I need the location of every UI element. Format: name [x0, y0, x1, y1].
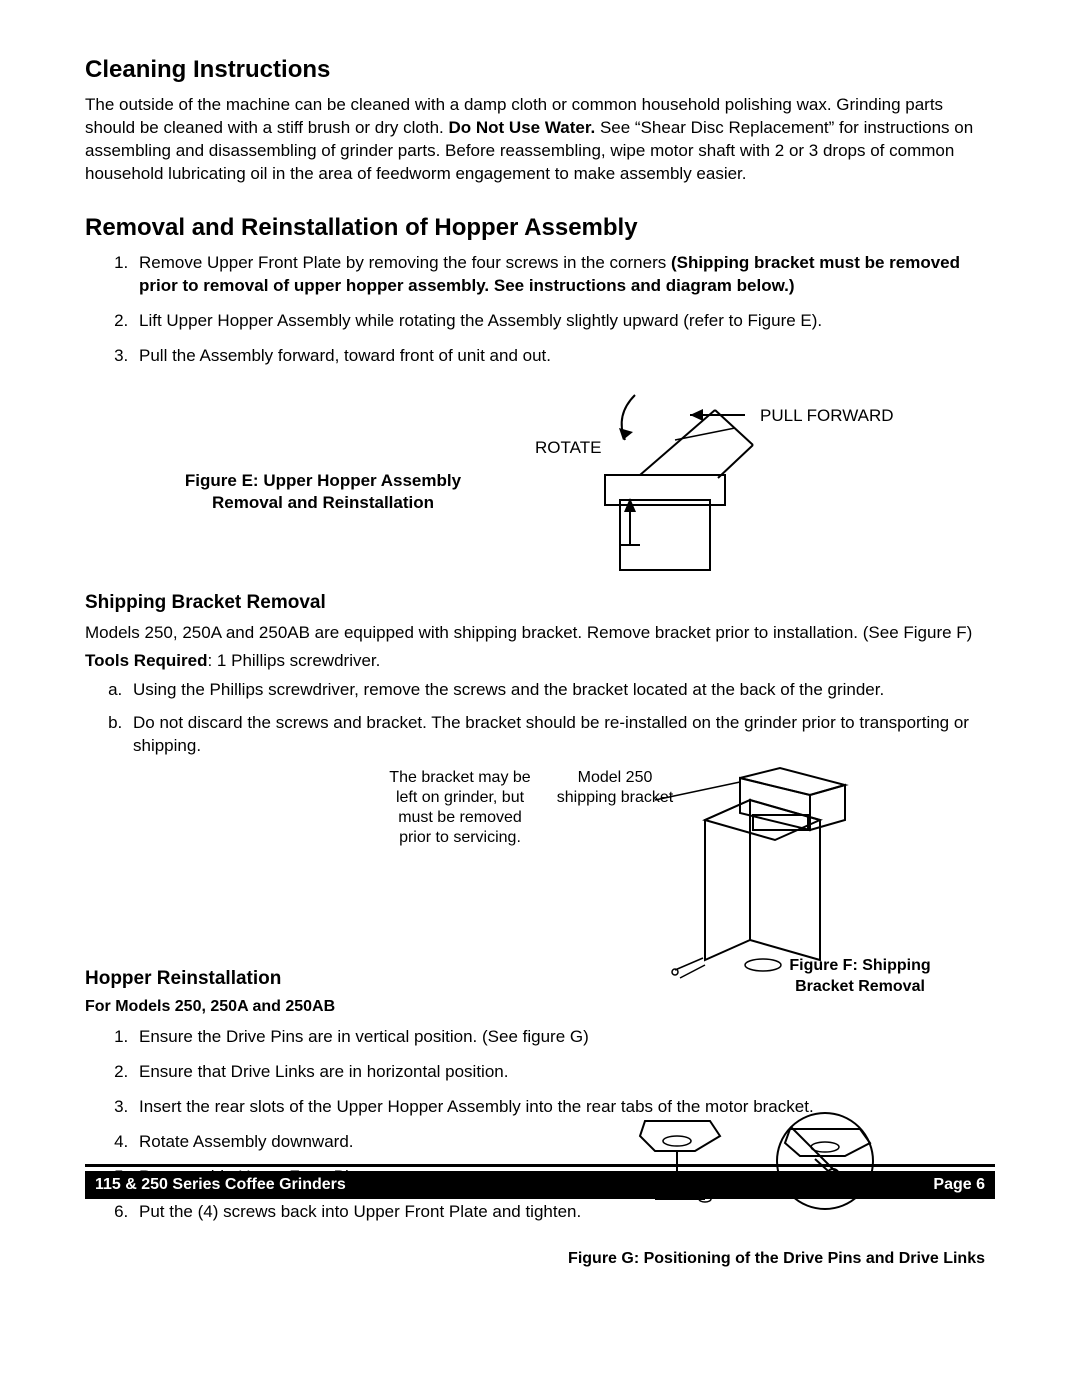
removal-heading: Removal and Reinstallation of Hopper Ass…: [85, 214, 995, 242]
pull-forward-label: PULL FORWARD: [760, 406, 894, 425]
reinstall-step: Ensure the Drive Pins are in vertical po…: [133, 1026, 995, 1049]
cleaning-body: The outside of the machine can be cleane…: [85, 94, 995, 186]
figure-g-caption: Figure G: Positioning of the Drive Pins …: [85, 1250, 995, 1268]
removal-step: Lift Upper Hopper Assembly while rotatin…: [133, 310, 995, 333]
rotate-label: ROTATE: [535, 438, 601, 457]
reinstall-step: Ensure that Drive Links are in horizonta…: [133, 1061, 995, 1084]
footer-left: 115 & 250 Series Coffee Grinders: [95, 1176, 346, 1194]
figure-e: Figure E: Upper Hopper Assembly Removal …: [85, 380, 995, 580]
figure-e-diagram: ROTATE PULL FORWARD: [515, 380, 925, 580]
shipping-intro: Models 250, 250A and 250AB are equipped …: [85, 622, 995, 645]
removal-step: Remove Upper Front Plate by removing the…: [133, 252, 995, 298]
footer-right: Page 6: [933, 1176, 985, 1194]
bracket-note: The bracket may be left on grinder, but …: [375, 768, 545, 848]
figure-f: The bracket may be left on grinder, but …: [85, 768, 995, 998]
page-footer: 115 & 250 Series Coffee Grinders Page 6: [85, 1164, 995, 1199]
shipping-tools: Tools Required: 1 Phillips screwdriver.: [85, 650, 995, 673]
removal-step: Pull the Assembly forward, toward front …: [133, 345, 995, 368]
reinstall-subhead: For Models 250, 250A and 250AB: [85, 998, 995, 1016]
shipping-heading: Shipping Bracket Removal: [85, 592, 995, 614]
shipping-steps-list: Using the Phillips screwdriver, remove t…: [85, 679, 995, 758]
cleaning-heading: Cleaning Instructions: [85, 56, 995, 84]
figure-e-caption: Figure E: Upper Hopper Assembly Removal …: [163, 470, 483, 514]
removal-steps-list: Remove Upper Front Plate by removing the…: [85, 252, 995, 368]
shipping-step: Using the Phillips screwdriver, remove t…: [127, 679, 995, 702]
shipping-step: Do not discard the screws and bracket. T…: [127, 712, 995, 758]
figure-f-caption: Figure F: Shipping Bracket Removal: [765, 956, 955, 998]
